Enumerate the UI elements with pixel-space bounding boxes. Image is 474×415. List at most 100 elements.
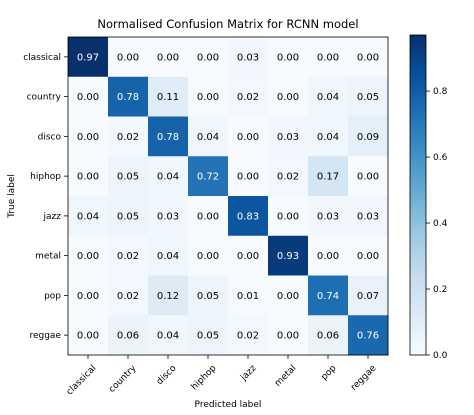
heatmap-cell: [348, 235, 389, 276]
colorbar-segment: [410, 313, 426, 318]
colorbar-segment: [410, 220, 426, 225]
colorbar-segment: [410, 70, 426, 74]
cell-value-label: 0.04: [157, 331, 179, 342]
colorbar-segment: [410, 124, 426, 129]
heatmap-cell: [148, 116, 189, 157]
cell-value-label: 0.04: [157, 172, 179, 183]
colorbar-segment: [410, 233, 426, 238]
x-tick-label: disco: [155, 363, 179, 387]
colorbar-segment: [410, 169, 426, 174]
cell-value-label: 0.78: [157, 132, 179, 143]
cell-value-label: 0.03: [277, 132, 299, 143]
heatmap-cell: [68, 315, 109, 356]
cell-value-label: 0.11: [157, 92, 179, 103]
colorbar-frame: [409, 34, 427, 356]
colorbar-segment: [410, 86, 426, 90]
x-tick-label: hiphop: [190, 363, 219, 392]
colorbar-segment: [410, 275, 426, 279]
heatmap-cell: [228, 76, 269, 117]
colorbar-segment: [410, 127, 426, 132]
x-tick-label: pop: [320, 363, 339, 382]
heatmap-cell: [68, 37, 109, 78]
cell-value-label: 0.00: [197, 211, 219, 222]
y-tick-label: reggae: [29, 331, 61, 341]
heatmap-cell: [148, 235, 189, 276]
colorbar-tick-label: 0.2: [433, 285, 447, 295]
colorbar-segment: [410, 188, 426, 193]
heatmap-cell: [108, 116, 149, 157]
colorbar-segment: [410, 191, 426, 196]
cell-value-label: 0.07: [357, 291, 379, 302]
colorbar-segment: [410, 249, 426, 254]
colorbar-segment: [410, 255, 426, 260]
colorbar: 0.0 0.2 0.4 0.6 0.8: [409, 34, 448, 361]
cell-value-label: 0.00: [117, 52, 139, 63]
colorbar-segment: [410, 140, 426, 145]
cell-value-label: 0.05: [197, 291, 219, 302]
heatmap-cell: [68, 116, 109, 157]
colorbar-segment: [410, 332, 426, 337]
cell-value-label: 0.00: [277, 331, 299, 342]
colorbar-segment: [410, 227, 426, 231]
heatmap-cell: [188, 116, 229, 157]
x-tick-label: reggae: [349, 363, 379, 393]
colorbar-segment: [410, 281, 426, 286]
heatmap-cell: [148, 275, 189, 316]
colorbar-segment: [410, 223, 426, 228]
heatmap-cell: [188, 235, 229, 276]
heatmap-cell: [268, 275, 309, 316]
heatmap-cell: [308, 156, 349, 197]
colorbar-segment: [410, 204, 426, 209]
heatmap-cell: [308, 315, 349, 356]
colorbar-segment: [410, 198, 426, 202]
colorbar-segment: [410, 342, 426, 346]
heatmap-cell: [348, 116, 389, 157]
colorbar-segment: [410, 201, 426, 206]
heatmap-cell: [68, 76, 109, 117]
cell-value-label: 0.83: [237, 211, 259, 222]
colorbar-tick-label: 0.4: [433, 219, 448, 229]
heatmap-cell: [188, 76, 229, 117]
cell-value-label: 0.05: [117, 172, 139, 183]
colorbar-segment: [410, 326, 426, 330]
colorbar-segment: [410, 351, 426, 356]
colorbar-segment: [410, 47, 426, 52]
heatmap-cell: [228, 156, 269, 197]
colorbar-segment: [410, 121, 426, 126]
colorbar-segment: [410, 310, 426, 314]
cell-value-label: 0.00: [157, 52, 179, 63]
colorbar-segment: [410, 166, 426, 170]
cell-value-label: 0.00: [197, 52, 219, 63]
cell-value-label: 0.17: [317, 172, 339, 183]
cell-value-label: 0.00: [317, 52, 339, 63]
heatmap-cell: [108, 76, 149, 117]
colorbar-segment: [410, 217, 426, 222]
colorbar-tick-label: 0.8: [433, 87, 448, 97]
heatmap-cell: [148, 315, 189, 356]
cell-value-label: 0.02: [117, 132, 139, 143]
colorbar-segment: [410, 294, 426, 298]
y-tick-label: metal: [35, 252, 61, 262]
colorbar-segment: [410, 348, 426, 353]
heatmap-cell: [188, 37, 229, 78]
cell-value-label: 0.00: [277, 211, 299, 222]
cell-value-label: 0.00: [197, 92, 219, 103]
cell-value-label: 0.74: [317, 291, 339, 302]
cell-value-label: 0.02: [277, 172, 299, 183]
colorbar-segment: [410, 211, 426, 215]
cell-value-label: 0.03: [237, 52, 259, 63]
colorbar-segment: [410, 159, 426, 164]
cell-value-label: 0.01: [237, 291, 259, 302]
colorbar-segment: [410, 259, 426, 263]
colorbar-segment: [410, 79, 426, 84]
chart-title: Normalised Confusion Matrix for RCNN mod…: [97, 17, 358, 31]
y-tick-label: jazz: [43, 212, 62, 222]
colorbar-segment: [410, 92, 426, 97]
colorbar-segment: [410, 268, 426, 273]
heatmap-cell: [108, 235, 149, 276]
colorbar-segment: [410, 60, 426, 65]
colorbar-segment: [410, 153, 426, 158]
colorbar-segment: [410, 284, 426, 289]
colorbar-segment: [410, 76, 426, 81]
colorbar-segment: [410, 287, 426, 292]
